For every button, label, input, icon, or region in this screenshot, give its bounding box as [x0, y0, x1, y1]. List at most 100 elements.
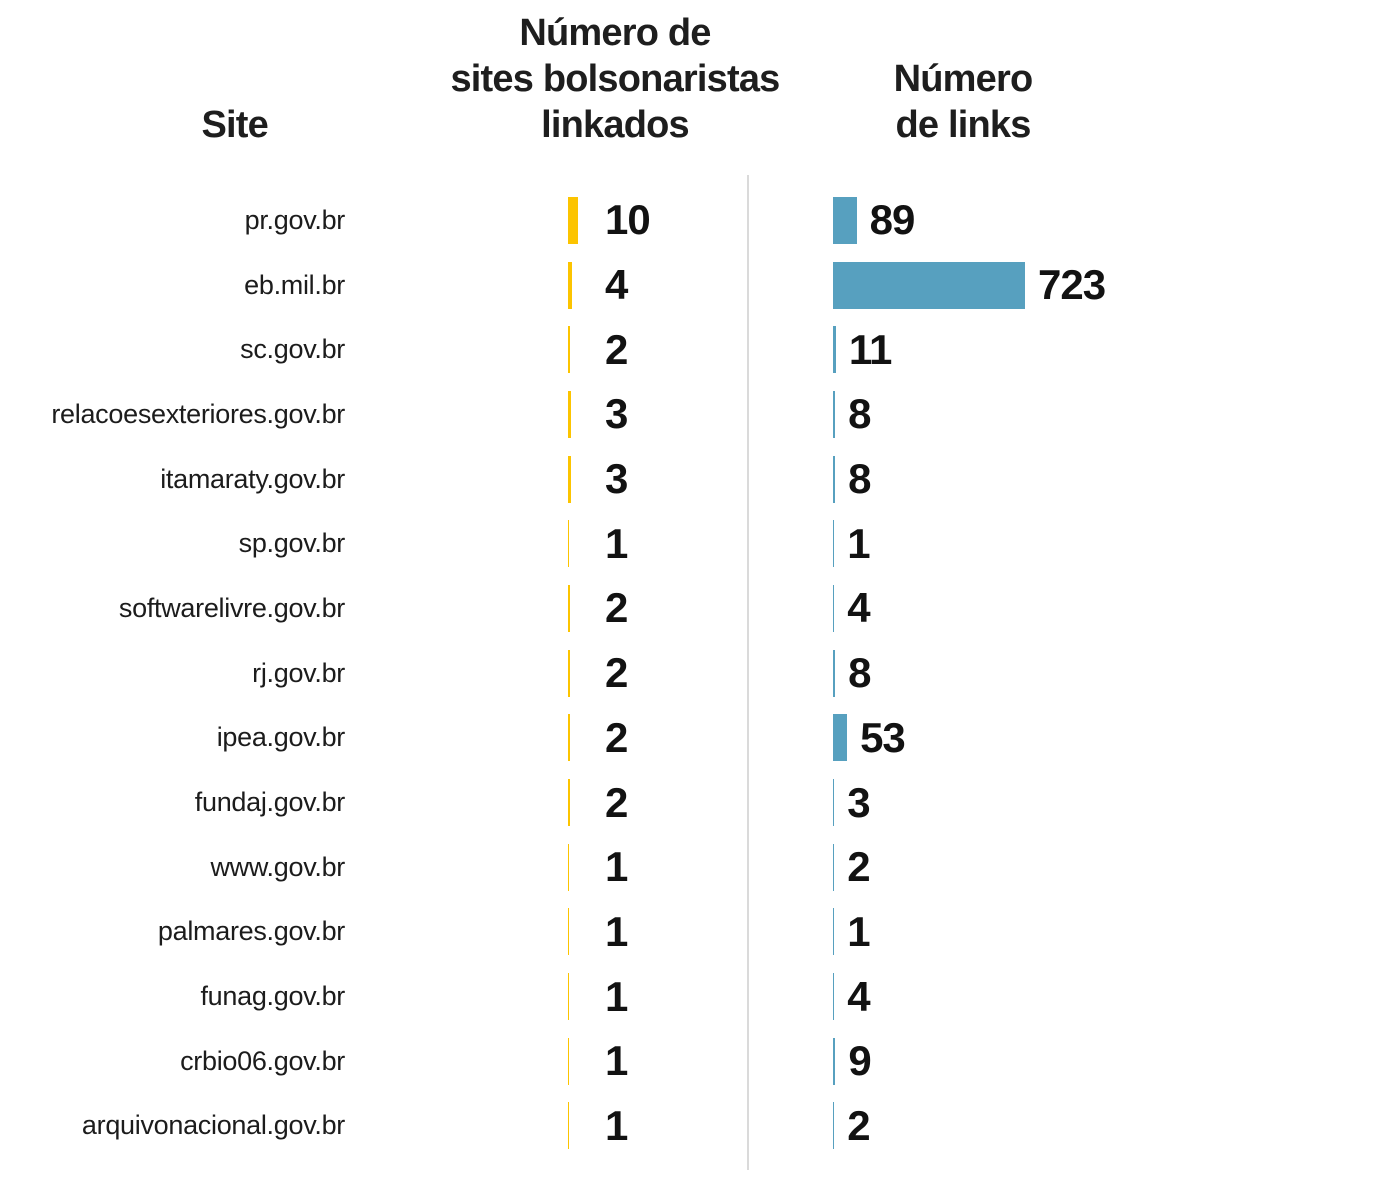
linked-sites-cell: 1: [568, 1094, 833, 1159]
links-cell: 1: [833, 511, 1400, 576]
linked-sites-value: 2: [605, 713, 628, 761]
header-line: de links: [895, 104, 1031, 146]
site-label: funag.gov.br: [200, 981, 345, 1012]
table-row: palmares.gov.br 1 1: [0, 900, 1400, 965]
linked-sites-cell: 2: [568, 706, 833, 771]
links-bar: [833, 908, 835, 956]
linked-sites-cell: 3: [568, 447, 833, 512]
linked-sites-bar-slot: [568, 706, 605, 771]
site-label: eb.mil.br: [244, 269, 345, 300]
links-cell: 9: [833, 1029, 1400, 1094]
linked-sites-bar-slot: [568, 511, 605, 576]
linked-sites-bar-slot: [568, 317, 605, 382]
chart-rows: pr.gov.br 10 89 eb.mil.br 4: [0, 188, 1400, 1158]
site-label: crbio06.gov.br: [180, 1045, 345, 1076]
links-cell: 8: [833, 641, 1400, 706]
links-bar: [833, 326, 836, 374]
links-cell: 2: [833, 1094, 1400, 1159]
linked-sites-bar: [568, 843, 570, 891]
column-header-links: Número de links: [813, 56, 1113, 148]
table-row: rj.gov.br 2 8: [0, 641, 1400, 706]
linked-sites-bar-slot: [568, 1094, 605, 1159]
linked-sites-value: 2: [605, 778, 628, 826]
linked-sites-cell: 3: [568, 382, 833, 447]
linked-sites-bar: [568, 196, 578, 244]
links-value: 8: [848, 390, 871, 438]
links-bar: [833, 455, 836, 503]
links-value: 89: [869, 196, 916, 244]
site-label: fundaj.gov.br: [194, 787, 346, 818]
linked-sites-cell: 1: [568, 1029, 833, 1094]
links-value: 4: [847, 584, 870, 632]
linked-sites-bar: [568, 455, 571, 503]
column-header-linked-sites: Número de sites bolsonaristas linkados: [425, 10, 805, 148]
linked-sites-value: 10: [605, 196, 651, 244]
linked-sites-bar-slot: [568, 835, 605, 900]
site-label: sc.gov.br: [240, 334, 345, 365]
links-cell: 8: [833, 447, 1400, 512]
links-value: 2: [847, 843, 870, 891]
table-row: softwarelivre.gov.br 2 4: [0, 576, 1400, 641]
links-value: 1: [847, 907, 870, 955]
table-row: ipea.gov.br 2 53: [0, 706, 1400, 771]
links-bar: [833, 973, 835, 1021]
links-bar: [833, 584, 835, 632]
site-label: softwarelivre.gov.br: [118, 592, 345, 623]
links-value: 8: [848, 455, 871, 503]
linked-sites-bar: [568, 714, 570, 762]
links-value: 2: [847, 1101, 870, 1149]
linked-sites-value: 2: [605, 325, 628, 373]
links-bar: [833, 779, 835, 827]
linked-sites-cell: 10: [568, 188, 833, 253]
linked-sites-bar-slot: [568, 641, 605, 706]
linked-sites-value: 1: [605, 907, 628, 955]
linked-sites-cell: 4: [568, 253, 833, 318]
links-value: 3: [847, 778, 870, 826]
links-bar: [833, 261, 1026, 309]
table-row: relacoesexteriores.gov.br 3 8: [0, 382, 1400, 447]
site-label: www.gov.br: [210, 851, 345, 882]
linked-sites-bar-slot: [568, 1029, 605, 1094]
linked-sites-bar: [568, 908, 570, 956]
header-line: linkados: [541, 104, 690, 146]
links-value: 723: [1038, 261, 1106, 309]
links-bar: [833, 196, 857, 244]
site-label: pr.gov.br: [244, 204, 346, 235]
linked-sites-value: 1: [605, 843, 628, 891]
linked-sites-value: 4: [605, 261, 628, 309]
table-row: sc.gov.br 2 11: [0, 317, 1400, 382]
table-row: funag.gov.br 1 4: [0, 964, 1400, 1029]
table-row: crbio06.gov.br 1 9: [0, 1029, 1400, 1094]
linked-sites-bar: [568, 584, 570, 632]
linked-sites-cell: 1: [568, 511, 833, 576]
table-row: sp.gov.br 1 1: [0, 511, 1400, 576]
links-cell: 89: [833, 188, 1400, 253]
links-bar: [833, 843, 835, 891]
links-value: 53: [860, 713, 906, 761]
links-value: 9: [848, 1037, 871, 1085]
links-cell: 1: [833, 900, 1400, 965]
linked-sites-bar-slot: [568, 964, 605, 1029]
links-cell: 3: [833, 770, 1400, 835]
linked-sites-bar-slot: [568, 770, 605, 835]
table-row: eb.mil.br 4 723: [0, 253, 1400, 318]
table-row: pr.gov.br 10 89: [0, 188, 1400, 253]
linked-sites-cell: 1: [568, 900, 833, 965]
linked-sites-bar-slot: [568, 253, 605, 318]
linked-sites-value: 1: [605, 519, 628, 567]
column-header-site: Site: [201, 104, 269, 146]
links-cell: 4: [833, 964, 1400, 1029]
site-label: itamaraty.gov.br: [160, 463, 345, 494]
linked-sites-bar-slot: [568, 188, 605, 253]
column-divider-line: [747, 175, 749, 1170]
linked-sites-cell: 1: [568, 835, 833, 900]
table-row: itamaraty.gov.br 3 8: [0, 447, 1400, 512]
linked-sites-cell: 1: [568, 964, 833, 1029]
linked-sites-value: 1: [605, 1037, 628, 1085]
linked-sites-cell: 2: [568, 317, 833, 382]
linked-sites-cell: 2: [568, 576, 833, 641]
linked-sites-value: 1: [605, 1101, 628, 1149]
links-bar: [833, 649, 836, 697]
links-bar: [833, 390, 836, 438]
